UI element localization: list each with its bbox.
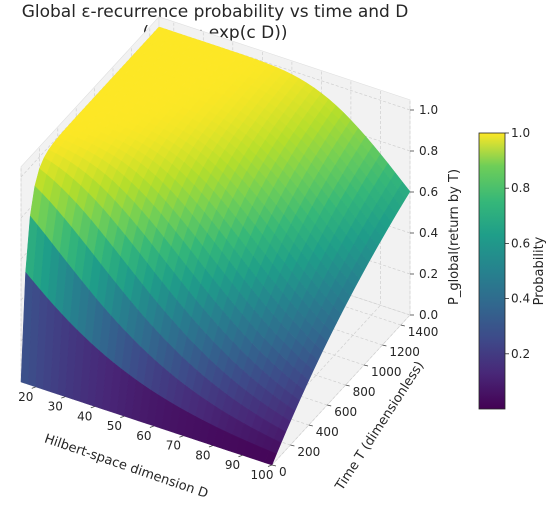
y-tick-label: 1200 [389,345,420,359]
y-tick-label: 1000 [371,365,402,379]
y-tick-label: 200 [297,445,320,459]
y-tick-mark [400,324,405,327]
x-gridline [271,99,411,466]
x-tick-mark [149,425,155,428]
x-tick-label: 90 [225,458,240,472]
x-tick-label: 60 [136,429,151,443]
x-tick-mark [208,445,214,448]
colorbar-tick-label: 0.8 [511,181,530,195]
z-tick-label: 0.6 [419,185,438,199]
colorbar: 0.2 0.4 0.6 0.8 1.0 Probability [478,126,547,410]
x-tick-label: 40 [77,409,92,423]
x-tick-label: 30 [48,400,63,414]
colorbar-ticks: 0.2 0.4 0.6 0.8 1.0 [505,126,530,361]
x-tick-mark [120,415,125,419]
y-tick-label: 600 [334,405,357,419]
x-tick-label: 100 [251,468,274,482]
y-tick-mark [290,444,295,447]
colorbar-tick-label: 1.0 [511,126,530,140]
y-tick-mark [327,404,332,407]
x-tick-mark [61,396,66,399]
y-tick-mark [363,364,369,367]
colorbar-tick-label: 0.4 [511,292,530,306]
y-tick-mark [271,464,277,467]
y-tick-label: 400 [316,425,339,439]
z-tick-label: 1.0 [419,103,438,117]
x-tick-mark [31,386,36,389]
x-tick-label: 70 [166,439,181,453]
y-tick-label: 0 [279,465,287,479]
z-tick-label: 0.0 [419,308,438,322]
y-tick-mark [345,384,350,387]
y-tick-label: 1400 [408,325,439,339]
x-tick-mark [267,464,273,467]
colorbar-gradient [478,132,506,410]
z-axis-label: P_global(return by T) [447,169,462,305]
z-tick-label: 0.2 [419,267,438,281]
x-tick-label: 50 [107,419,122,433]
y-gridline [20,166,273,466]
z-tick-label: 0.8 [419,144,438,158]
y-tick-mark [308,424,313,427]
colorbar-label: Probability [532,236,547,305]
x-axis-label: Hilbert-space dimension D [42,432,210,502]
surface-mesh [20,26,411,466]
x-tick-mark [179,435,184,438]
y-tick-label: 800 [353,385,376,399]
y-tick-mark [382,344,387,347]
colorbar-tick-label: 0.2 [511,347,530,361]
x-tick-label: 20 [18,390,33,404]
x-tick-label: 80 [195,448,210,462]
x-tick-mark [90,406,95,409]
z-tick-label: 0.4 [419,226,438,240]
chart-title-line-1: Global ε-recurrence probability vs time … [21,2,409,22]
x-tick-mark [238,454,243,458]
surface-facet [264,450,277,466]
colorbar-tick-label: 0.6 [511,236,530,250]
